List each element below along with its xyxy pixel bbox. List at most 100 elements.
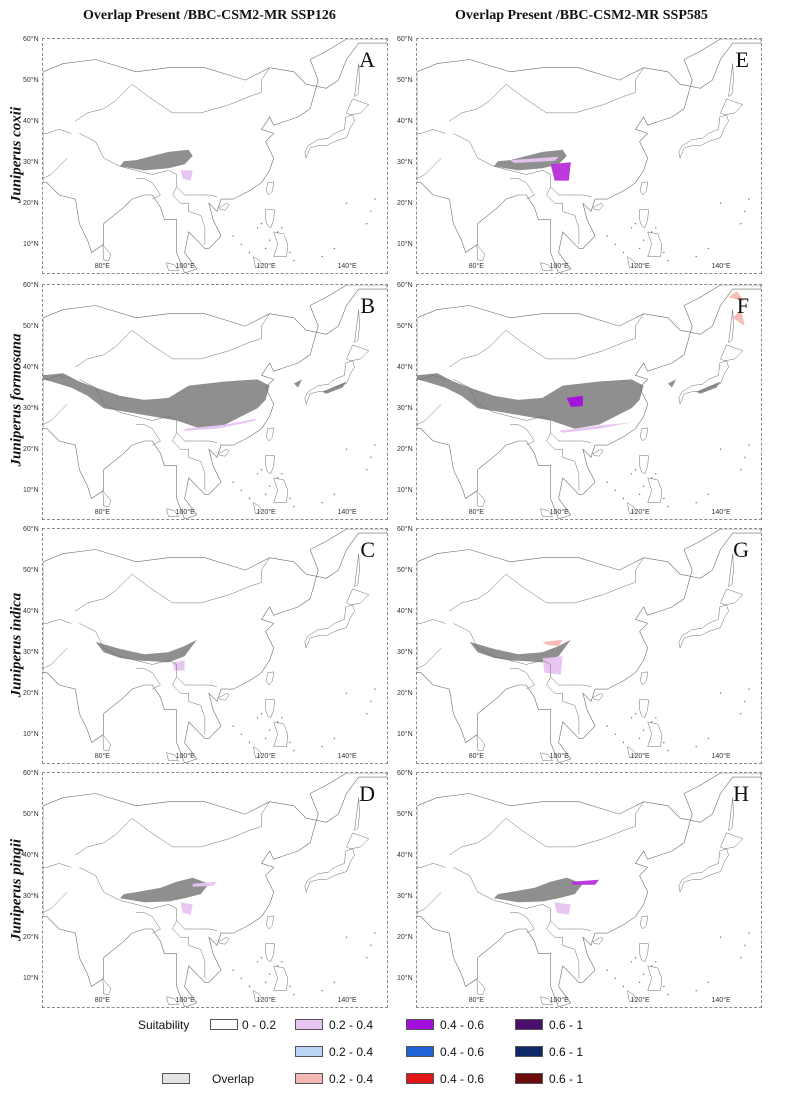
island-outline xyxy=(219,692,230,701)
country-border xyxy=(43,375,72,380)
island-outline xyxy=(647,965,663,991)
legend-swatch-blue-1 xyxy=(295,1046,323,1057)
country-border xyxy=(172,186,206,245)
small-island xyxy=(622,985,625,988)
small-island xyxy=(663,985,665,988)
lon-tick-label: 120°E xyxy=(630,997,650,1004)
lat-tick-label: 10°N xyxy=(397,241,413,249)
small-island xyxy=(719,936,722,938)
small-island xyxy=(232,725,234,727)
lat-tick-label: 30°N xyxy=(397,893,413,901)
country-border xyxy=(546,432,580,491)
lon-tick-label: 120°E xyxy=(630,509,650,516)
panel-letter: A xyxy=(359,47,375,72)
lat-tick-label: 20°N xyxy=(397,934,413,942)
lon-tick-label: 140°E xyxy=(711,997,731,1004)
country-border xyxy=(43,403,68,425)
small-island xyxy=(260,223,263,225)
legend-swatch-blue-3 xyxy=(515,1046,543,1057)
small-island xyxy=(345,448,348,450)
legend-swatch-blue-2 xyxy=(406,1046,434,1057)
island-outline xyxy=(728,309,734,343)
small-island xyxy=(374,932,376,934)
small-island xyxy=(321,501,323,504)
small-island xyxy=(256,961,259,963)
country-border xyxy=(43,129,72,134)
small-island xyxy=(695,989,697,992)
lat-tick-label: 60°N xyxy=(397,526,413,533)
island-outline xyxy=(627,502,636,515)
lat-tick-label: 20°N xyxy=(23,446,39,454)
lat-tick-label: 50°N xyxy=(397,567,413,575)
small-island xyxy=(268,973,271,975)
small-island xyxy=(740,713,742,715)
country-border xyxy=(510,178,535,200)
lon-tick-label: 140°E xyxy=(337,263,357,270)
legend-label-red-3: 0.6 - 1 xyxy=(549,1072,584,1086)
island-outline xyxy=(266,427,274,442)
country-border xyxy=(417,863,446,868)
small-island xyxy=(638,981,641,984)
lat-tick-label: 30°N xyxy=(397,405,413,413)
map-panel: C 60°N 50°N 40°N 30°N 20°N 10°N 80°E 100°E 120°E… xyxy=(23,526,388,764)
coastline xyxy=(417,529,761,763)
country-border xyxy=(510,424,535,446)
small-island xyxy=(614,733,616,735)
lon-tick-label: 140°E xyxy=(337,753,357,760)
small-island xyxy=(248,985,251,988)
small-island xyxy=(630,961,633,963)
island-outline xyxy=(647,477,663,503)
island-outline xyxy=(627,256,636,269)
legend-swatch-red-1 xyxy=(295,1073,323,1084)
suitability-area xyxy=(566,395,583,407)
country-border xyxy=(43,647,68,669)
country-border xyxy=(172,920,206,979)
country-border xyxy=(136,424,161,446)
suitability-area xyxy=(558,422,632,433)
small-island xyxy=(695,501,697,504)
island-outline xyxy=(266,181,274,196)
island-outline xyxy=(265,943,275,963)
suitability-area xyxy=(542,639,563,646)
small-island xyxy=(606,481,608,483)
lat-tick-label: 10°N xyxy=(23,975,39,983)
country-border xyxy=(453,623,592,687)
island-outline xyxy=(728,797,734,831)
small-island xyxy=(240,243,242,245)
overlap-area xyxy=(119,877,209,903)
small-island xyxy=(333,247,336,250)
country-border xyxy=(417,157,442,179)
small-island xyxy=(374,198,376,200)
small-island xyxy=(281,717,283,719)
island-outline xyxy=(540,996,554,1006)
small-island xyxy=(345,692,348,694)
lat-tick-label: 50°N xyxy=(23,811,39,819)
lat-tick-label: 20°N xyxy=(23,934,39,942)
small-island xyxy=(630,473,633,475)
small-island xyxy=(293,750,295,752)
island-outline xyxy=(266,671,274,686)
small-island xyxy=(345,936,348,938)
small-island xyxy=(248,741,251,744)
small-island xyxy=(740,469,742,471)
lon-tick-label: 80°E xyxy=(94,509,110,516)
lat-tick-label: 60°N xyxy=(23,282,39,289)
small-island xyxy=(264,493,267,496)
small-island xyxy=(744,700,746,703)
island-outline xyxy=(273,721,289,747)
small-island xyxy=(281,473,283,475)
small-island xyxy=(634,469,637,471)
lat-tick-label: 60°N xyxy=(397,770,413,777)
small-island xyxy=(240,733,242,735)
small-island xyxy=(655,473,657,475)
small-island xyxy=(289,251,291,254)
island-outline xyxy=(476,734,486,751)
island-outline xyxy=(265,455,275,475)
lat-tick-label: 60°N xyxy=(23,770,39,777)
island-outline xyxy=(219,448,230,457)
small-island xyxy=(366,223,368,225)
small-island xyxy=(663,741,665,744)
island-outline xyxy=(540,752,554,762)
island-outline xyxy=(304,604,355,649)
lon-tick-label: 80°E xyxy=(94,753,110,760)
